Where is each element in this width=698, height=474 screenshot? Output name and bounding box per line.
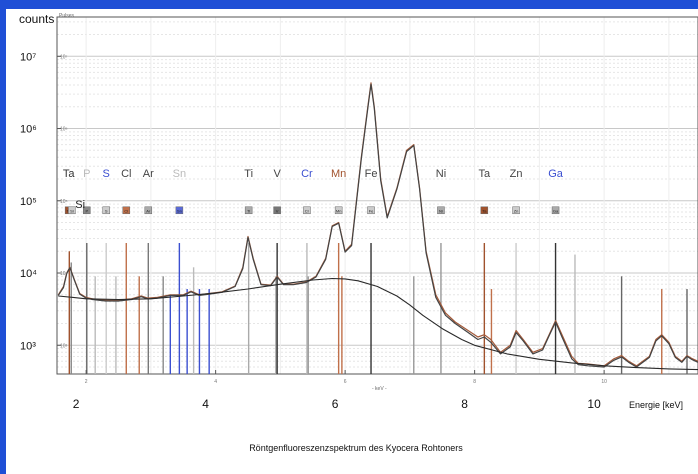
element-marker-box [175, 206, 184, 215]
chart-grid [57, 17, 698, 375]
x-axis-label: Energie [keV] [629, 400, 683, 410]
element-marker-box-label: Si [70, 208, 74, 213]
x-tick-label: 8 [461, 397, 468, 411]
element-label: V [273, 168, 281, 180]
element-marker-box [437, 206, 445, 215]
element-marker-boxes: TaSiPSClArSnTiVCrMnFeNiTaZnGa [64, 206, 560, 215]
y-axis-small-label: Pulses [59, 13, 75, 19]
element-marker-box-label: Fe [369, 208, 374, 213]
element-marker-box-label: S [105, 208, 108, 213]
element-label: Zn [510, 168, 523, 180]
element-marker-box [551, 206, 560, 215]
window-top-border [0, 0, 698, 9]
y-tick-small-label: 10³ [60, 343, 68, 349]
element-marker-box [68, 206, 76, 215]
element-marker-box-label: Sn [177, 208, 182, 213]
element-marker-box [303, 206, 311, 215]
y-tick-small-label: 10⁷ [60, 54, 68, 60]
y-axis-label: counts [19, 12, 54, 26]
element-label: Mn [331, 168, 346, 180]
spectrum-line-3 [58, 277, 698, 371]
element-marker-box [102, 206, 110, 215]
element-marker-box [334, 206, 343, 215]
window-left-border [0, 0, 6, 474]
element-label: Cr [301, 168, 313, 180]
element-marker-box-label: Ar [146, 208, 151, 213]
element-marker-box [512, 206, 520, 215]
element-marker-box-label: V [276, 208, 279, 213]
element-marker-box [83, 206, 91, 215]
element-marker-box [367, 206, 375, 215]
element-label: Ar [143, 168, 154, 180]
element-label: Fe [365, 168, 378, 180]
element-marker-box-label: P [85, 208, 88, 213]
y-tick-label: 10³ [20, 340, 36, 352]
x-tick-small-label: 6 [344, 379, 347, 385]
element-label-si: Si [75, 199, 85, 211]
x-tick-small-label: 8 [473, 379, 476, 385]
y-tick-label: 10⁵ [20, 196, 37, 208]
figure-caption: Röntgenfluoreszenzspektrum des Kyocera R… [249, 443, 463, 453]
element-label: S [103, 168, 110, 180]
element-marker-box-label: Ta [482, 208, 487, 213]
y-tick-small-label: 10⁵ [60, 199, 68, 205]
element-label: Ta [479, 168, 492, 180]
element-marker-box [273, 206, 281, 215]
x-tick-small-label: 2 [85, 379, 88, 385]
x-tick-label: 6 [332, 397, 339, 411]
element-marker-box [480, 206, 489, 215]
element-label: Ta [63, 168, 76, 180]
x-tick-small-label: 10 [601, 379, 607, 385]
element-labels: Ta P S Cl Ar Sn Ti V Cr Mn Fe Ni Ta Zn Ga Si [63, 168, 564, 211]
element-label: Ga [548, 168, 564, 180]
element-marker-box-label: Ni [439, 208, 443, 213]
element-marker-box-label: Zn [514, 208, 519, 213]
y-tick-label: 10⁴ [20, 268, 37, 280]
element-marker-box [122, 206, 131, 215]
element-label: P [83, 168, 90, 180]
element-marker-box [244, 206, 253, 215]
x-tick-label: 10 [587, 397, 601, 411]
element-marker-box-label: Cr [305, 208, 310, 213]
element-label: Ni [436, 168, 446, 180]
element-marker-box [144, 206, 153, 215]
y-tick-small-label: 10⁴ [60, 271, 68, 277]
y-tick-label: 10⁷ [20, 51, 36, 63]
element-marker-box-label: Ga [553, 208, 559, 213]
element-label: Cl [121, 168, 131, 180]
y-tick-small-label: 10⁶ [60, 127, 68, 133]
y-tick-label: 10⁶ [20, 124, 37, 136]
x-axis-small-label: - keV - [372, 386, 387, 392]
spectrum-line-2 [57, 83, 698, 368]
plot-area-border [56, 16, 698, 375]
element-line-markers [68, 243, 688, 374]
element-label: Sn [173, 168, 186, 180]
x-tick-label: 2 [73, 397, 80, 411]
x-tick-label: 4 [202, 397, 209, 411]
y-axis-ticks: 10³ 10³ 10⁴ 10⁴ 10⁵ 10⁵ 10⁶ 10⁶ 10⁷ 10⁷ [20, 51, 68, 352]
element-marker-box-label: Mn [336, 208, 342, 213]
spectrum-series [57, 82, 698, 371]
element-marker-box-label: Cl [124, 208, 128, 213]
x-axis-ticks: 2 2 4 4 6 6 8 8 10 10 [73, 370, 607, 411]
element-marker-box-label: Ti [247, 208, 250, 213]
x-tick-small-label: 4 [214, 379, 217, 385]
element-label: Ti [244, 168, 253, 180]
